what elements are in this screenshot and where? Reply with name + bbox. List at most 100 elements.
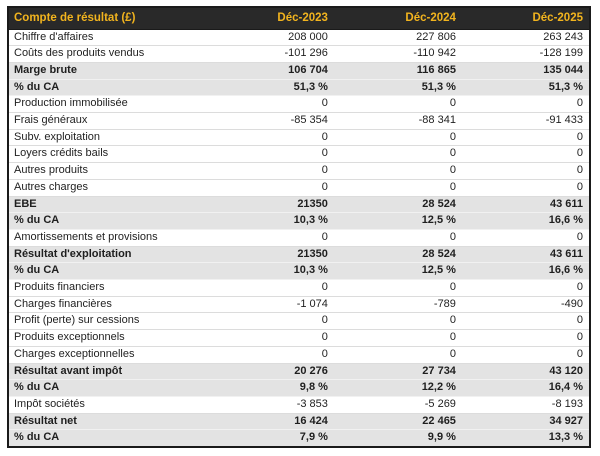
cell-value: 106 704 (288, 63, 328, 76)
cell-value: 0 (576, 347, 583, 360)
cell-value: 116 865 (416, 63, 456, 76)
cell-value: 0 (449, 314, 456, 327)
table-title: Compte de résultat (£) (8, 7, 206, 30)
cell-value: 0 (321, 164, 328, 177)
table-row: EBE 21350 28 524 43 611 (8, 196, 590, 213)
cell-value: 0 (321, 230, 328, 243)
cell-value: 21350 (297, 197, 328, 210)
row-label: % du CA (14, 431, 60, 444)
cell-value: -3 853 (296, 397, 328, 410)
table-row: Production immobilisée 0 0 0 (8, 96, 590, 113)
row-label: Autres produits (14, 164, 88, 177)
cell-value: 7,9 % (299, 431, 328, 444)
cell-value: 263 243 (543, 30, 583, 43)
row-label: Chiffre d'affaires (14, 30, 94, 43)
cell-value: 0 (449, 180, 456, 193)
cell-value: 0 (449, 97, 456, 110)
cell-value: 0 (449, 347, 456, 360)
row-label: Résultat net (14, 414, 77, 427)
cell-value: 9,9 % (427, 431, 456, 444)
row-label: Produits financiers (14, 281, 105, 294)
cell-value: -789 (433, 297, 456, 310)
cell-value: 0 (321, 97, 328, 110)
row-label: Profit (perte) sur cessions (14, 314, 140, 327)
cell-value: 0 (449, 281, 456, 294)
table-row: Impôt sociétés -3 853 -5 269 -8 193 (8, 396, 590, 414)
cell-value: 12,5 % (421, 214, 456, 227)
cell-value: 43 611 (549, 197, 583, 210)
cell-value: 9,8 % (299, 381, 328, 394)
cell-value: -1 074 (296, 297, 328, 310)
row-label: Résultat avant impôt (14, 364, 123, 377)
table-row: Chiffre d'affaires 208 000 227 806 263 243 (8, 29, 590, 46)
row-label: % du CA (14, 381, 60, 394)
cell-value: 12,2 % (421, 381, 456, 394)
row-label: Marge brute (14, 63, 77, 76)
cell-value: 0 (576, 281, 583, 294)
cell-value: 16,6 % (548, 264, 583, 277)
cell-value: 10,3 % (293, 214, 328, 227)
cell-value: 227 806 (416, 30, 456, 43)
cell-value: -91 433 (545, 114, 583, 127)
column-header-year-2: Déc-2024 (333, 7, 462, 30)
cell-value: 20 276 (294, 364, 328, 377)
table-row: Charges exceptionnelles 0 0 0 (8, 346, 590, 364)
row-label: Production immobilisée (14, 97, 128, 110)
row-label: Coûts des produits vendus (14, 47, 145, 60)
cell-value: 0 (576, 314, 583, 327)
table-row: Autres charges 0 0 0 (8, 179, 590, 197)
cell-value: 0 (576, 164, 583, 177)
table-row: Produits exceptionnels 0 0 0 (8, 330, 590, 347)
cell-value: 21350 (297, 247, 328, 260)
cell-value: 22 465 (422, 414, 456, 427)
cell-value: 51,3 % (548, 80, 583, 93)
cell-value: 34 927 (549, 414, 583, 427)
cell-value: 0 (321, 147, 328, 160)
row-label: Impôt sociétés (14, 397, 85, 410)
cell-value: -88 341 (418, 114, 456, 127)
row-label: Charges financières (14, 297, 112, 310)
cell-value: 27 734 (422, 364, 456, 377)
cell-value: 51,3 % (293, 80, 328, 93)
cell-value: -490 (560, 297, 583, 310)
table-row: Subv. exploitation 0 0 0 (8, 129, 590, 146)
column-header-year-1: Déc-2023 (205, 7, 334, 30)
table-header-row: Compte de résultat (£) Déc-2023 Déc-2024… (8, 7, 590, 30)
table-row: Marge brute 106 704 116 865 135 044 (8, 62, 590, 80)
cell-value: 208 000 (288, 30, 328, 43)
cell-value: 28 524 (422, 197, 456, 210)
cell-value: 0 (576, 147, 583, 160)
column-header-year-3: Déc-2025 (461, 7, 590, 30)
cell-value: 0 (449, 331, 456, 344)
row-label: Amortissements et provisions (14, 230, 158, 243)
row-label: % du CA (14, 214, 60, 227)
cell-value: 0 (576, 331, 583, 344)
row-label: Subv. exploitation (14, 130, 101, 143)
cell-value: 0 (321, 180, 328, 193)
cell-value: 0 (449, 130, 456, 143)
table-row: % du CA 7,9 % 9,9 % 13,3 % (8, 429, 590, 448)
cell-value: 0 (449, 164, 456, 177)
cell-value: 16,4 % (548, 381, 583, 394)
table-row: Résultat avant impôt 20 276 27 734 43 120 (8, 363, 590, 380)
table-row: % du CA 9,8 % 12,2 % 16,4 % (8, 379, 590, 397)
row-label: Résultat d'exploitation (14, 247, 132, 260)
cell-value: 10,3 % (293, 264, 328, 277)
row-label: Loyers crédits bails (14, 147, 109, 160)
table-row: % du CA 51,3 % 51,3 % 51,3 % (8, 79, 590, 96)
table-row: Autres produits 0 0 0 (8, 163, 590, 180)
cell-value: 0 (576, 130, 583, 143)
row-label: % du CA (14, 80, 60, 93)
cell-value: 0 (321, 347, 328, 360)
table-row: Profit (perte) sur cessions 0 0 0 (8, 313, 590, 330)
cell-value: 0 (449, 147, 456, 160)
cell-value: 0 (449, 230, 456, 243)
row-label: EBE (14, 197, 37, 210)
table-row: % du CA 10,3 % 12,5 % 16,6 % (8, 262, 590, 280)
table-body: Chiffre d'affaires 208 000 227 806 263 243 C… (8, 29, 590, 448)
cell-value: 13,3 % (548, 431, 583, 444)
table-row: Coûts des produits vendus -101 296 -110 94… (8, 46, 590, 63)
table-row: Produits financiers 0 0 0 (8, 280, 590, 297)
table-row: Résultat d'exploitation 21350 28 524 43 611 (8, 246, 590, 263)
cell-value: 0 (576, 180, 583, 193)
